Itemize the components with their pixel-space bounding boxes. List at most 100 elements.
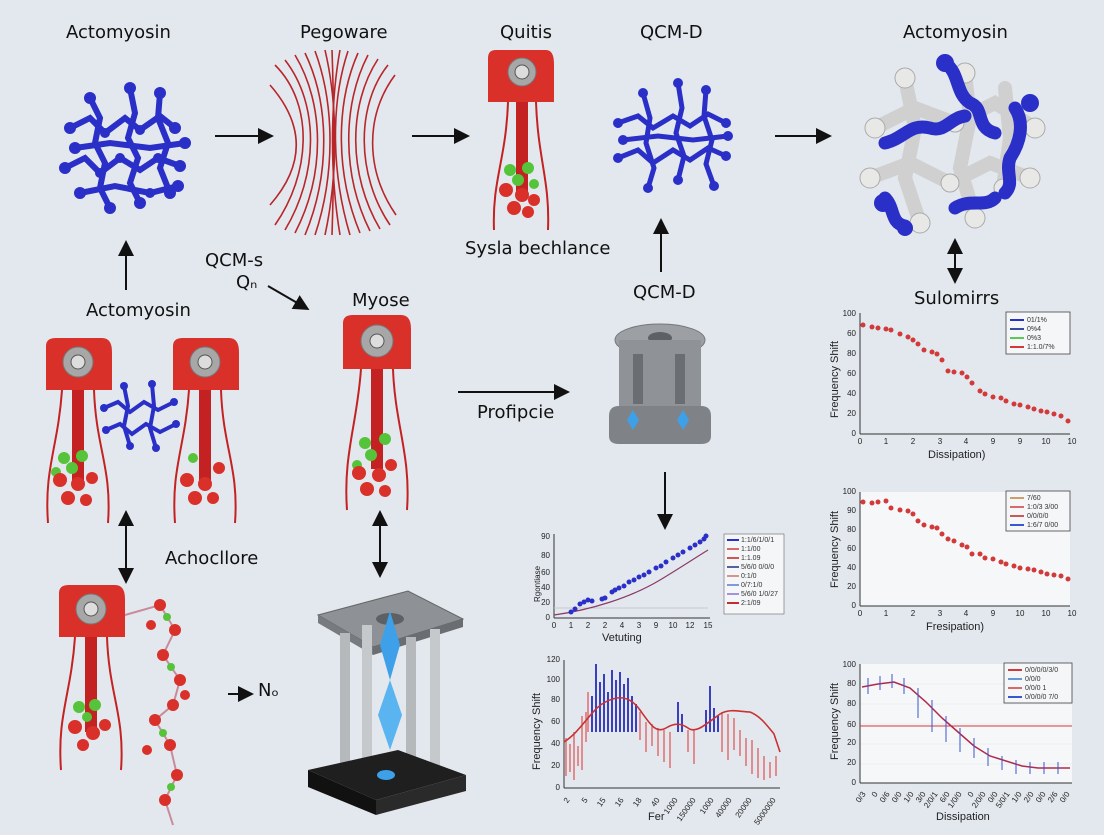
label-pegoware: Pegoware bbox=[300, 22, 388, 43]
svg-text:0/0/0/0: 0/0/0/0 bbox=[1027, 513, 1049, 520]
label-sysla-bechlance: Sysla bechlance bbox=[465, 238, 611, 259]
svg-text:2: 2 bbox=[603, 621, 608, 630]
svg-text:40: 40 bbox=[649, 796, 662, 809]
svg-text:5000000: 5000000 bbox=[752, 796, 778, 827]
ylabel-fresipation: Frequency Shift bbox=[829, 511, 841, 588]
svg-text:2:1/09: 2:1/09 bbox=[741, 600, 761, 607]
svg-text:1:0/3 3/00: 1:0/3 3/00 bbox=[1027, 504, 1058, 511]
svg-text:10: 10 bbox=[1042, 437, 1051, 446]
svg-text:0/0/0/0/3/0: 0/0/0/0/3/0 bbox=[1025, 667, 1058, 674]
svg-text:0: 0 bbox=[852, 429, 857, 438]
svg-text:80: 80 bbox=[847, 525, 856, 534]
svg-text:0/0: 0/0 bbox=[1058, 790, 1072, 805]
svg-text:20000: 20000 bbox=[734, 796, 754, 820]
ylabel-vetuting: Rgontiase bbox=[533, 565, 542, 602]
label-actomyosin-top-left: Actomyosin bbox=[66, 22, 171, 43]
svg-text:0: 0 bbox=[546, 613, 551, 622]
svg-text:2: 2 bbox=[911, 609, 916, 618]
clamp-device-left-2 bbox=[173, 338, 239, 524]
svg-text:20: 20 bbox=[847, 758, 856, 767]
label-nq: Nₒ bbox=[258, 680, 279, 701]
svg-text:0: 0 bbox=[858, 609, 863, 618]
svg-text:0%3: 0%3 bbox=[1027, 335, 1041, 342]
svg-text:80: 80 bbox=[551, 695, 560, 704]
svg-text:40: 40 bbox=[847, 563, 856, 572]
svg-text:1:1/6/1/0/1: 1:1/6/1/0/1 bbox=[741, 537, 774, 544]
svg-text:2: 2 bbox=[911, 437, 916, 446]
ylabel-sulomirrs: Frequency Shift bbox=[829, 341, 841, 418]
svg-text:0/3: 0/3 bbox=[854, 790, 868, 805]
svg-text:0/7:1/0: 0/7:1/0 bbox=[741, 582, 763, 589]
svg-text:100: 100 bbox=[843, 309, 857, 318]
svg-text:0/0/0 1: 0/0/0 1 bbox=[1025, 685, 1047, 692]
svg-text:0/0: 0/0 bbox=[890, 790, 904, 805]
svg-text:2: 2 bbox=[586, 621, 591, 630]
svg-text:4: 4 bbox=[620, 621, 625, 630]
blue-molecule-small-center bbox=[100, 380, 180, 452]
legend-fresipation: 7/60 1:0/3 3/00 0/0/0/0 1:6/7 0/00 bbox=[1005, 490, 1071, 532]
svg-text:0: 0 bbox=[556, 783, 561, 792]
svg-text:12: 12 bbox=[686, 621, 695, 630]
svg-text:1:1.0/7%: 1:1.0/7% bbox=[1027, 344, 1055, 351]
clamp-device-with-chain bbox=[59, 585, 190, 826]
svg-text:15: 15 bbox=[595, 796, 608, 809]
svg-text:1:6/7 0/00: 1:6/7 0/00 bbox=[1027, 522, 1058, 529]
svg-text:1:1.09: 1:1.09 bbox=[741, 555, 761, 562]
label-sulomirrs: Sulomirrs bbox=[914, 288, 1000, 309]
svg-text:10: 10 bbox=[1016, 609, 1025, 618]
legend-vetuting: 1:1/6/1/0/1 1:1/00 1:1.09 5/6/0 0/0/0 0:… bbox=[723, 533, 785, 615]
svg-text:40: 40 bbox=[551, 739, 560, 748]
svg-text:20: 20 bbox=[541, 598, 550, 607]
chart-fresipation: 0 20 40 60 80 90 100 0 1 2 3 4 9 10 10 10 Fresipati… bbox=[829, 487, 1077, 633]
svg-text:7/60: 7/60 bbox=[1027, 495, 1041, 502]
svg-text:0: 0 bbox=[858, 437, 863, 446]
svg-text:20: 20 bbox=[847, 738, 856, 747]
svg-text:90: 90 bbox=[541, 532, 550, 541]
clamp-device-myose bbox=[343, 315, 411, 511]
svg-text:90: 90 bbox=[847, 506, 856, 515]
svg-text:1:1/00: 1:1/00 bbox=[741, 546, 761, 553]
svg-text:1: 1 bbox=[884, 437, 889, 446]
svg-text:60: 60 bbox=[541, 568, 550, 577]
svg-text:0:1/0: 0:1/0 bbox=[741, 573, 757, 580]
red-fiber-bundle bbox=[269, 49, 397, 236]
clamp-device-left-1 bbox=[46, 338, 112, 524]
legend-dissipation: 0/0/0/0/3/0 0/0/0 0/0/0 1 0/0/0/0 7/0 bbox=[1003, 662, 1073, 704]
svg-text:80: 80 bbox=[541, 551, 550, 560]
label-actomyosin-mid: Actomyosin bbox=[86, 300, 191, 321]
svg-text:60: 60 bbox=[847, 369, 856, 378]
svg-text:15: 15 bbox=[704, 621, 713, 630]
svg-text:60: 60 bbox=[847, 329, 856, 338]
svg-text:0: 0 bbox=[852, 601, 857, 610]
xlabel-sulomirrs: Dissipation) bbox=[928, 449, 985, 461]
svg-text:0: 0 bbox=[966, 790, 976, 799]
svg-text:10: 10 bbox=[669, 621, 678, 630]
svg-text:0/0/0/0 7/0: 0/0/0/0 7/0 bbox=[1025, 694, 1058, 701]
arrow-diagonal-icon bbox=[267, 285, 310, 311]
blue-molecule-qcmd bbox=[613, 78, 733, 193]
label-qcmd-top: QCM-D bbox=[640, 22, 703, 43]
svg-text:0: 0 bbox=[552, 621, 557, 630]
svg-text:0: 0 bbox=[870, 790, 880, 799]
svg-text:5/6/0 0/0/0: 5/6/0 0/0/0 bbox=[741, 564, 774, 571]
svg-text:20: 20 bbox=[847, 582, 856, 591]
svg-text:3: 3 bbox=[938, 437, 943, 446]
svg-text:01/1%: 01/1% bbox=[1027, 317, 1047, 324]
svg-text:16: 16 bbox=[613, 796, 626, 809]
blue-molecule-actomyosin-left bbox=[59, 82, 191, 214]
svg-text:0%4: 0%4 bbox=[1027, 326, 1041, 333]
svg-text:9: 9 bbox=[991, 437, 996, 446]
actomyosin-3d-model bbox=[859, 54, 1046, 236]
svg-text:10: 10 bbox=[1068, 437, 1077, 446]
svg-text:40000: 40000 bbox=[714, 796, 734, 820]
svg-text:10: 10 bbox=[1068, 609, 1077, 618]
svg-text:1000: 1000 bbox=[662, 796, 680, 816]
svg-text:60: 60 bbox=[847, 720, 856, 729]
xlabel-vetuting: Vetuting bbox=[602, 632, 642, 644]
label-qcmd-mid: QCM-D bbox=[633, 282, 696, 303]
xlabel-dissipation: Dissipation bbox=[936, 811, 990, 823]
svg-text:5: 5 bbox=[580, 796, 590, 805]
svg-text:4: 4 bbox=[964, 437, 969, 446]
svg-text:0/0/0: 0/0/0 bbox=[1025, 676, 1041, 683]
